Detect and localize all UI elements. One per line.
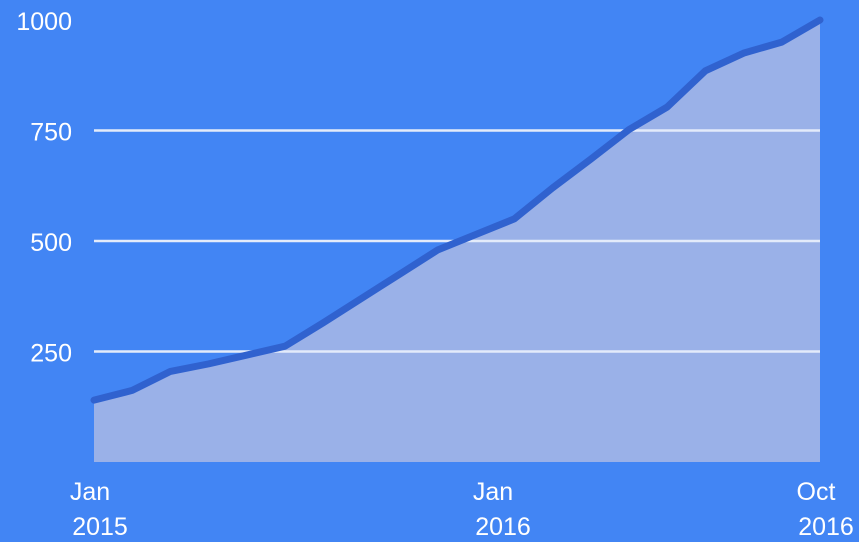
series-line <box>90 16 824 404</box>
x-tick-label-month-0: Jan <box>70 478 110 506</box>
line-layer <box>90 16 824 404</box>
x-tick-label-year-2: 2016 <box>798 513 854 541</box>
x-axis-ticks: Jan 2015 Jan 2016 Oct 2016 <box>70 478 854 541</box>
y-tick-label-250: 250 <box>30 340 72 368</box>
x-tick-label-month-2: Oct <box>797 478 836 506</box>
x-tick-label-year-1: 2016 <box>475 513 531 541</box>
x-tick-label-year-0: 2015 <box>72 513 128 541</box>
y-tick-label-1000: 1000 <box>16 8 72 36</box>
x-tick-label-month-1: Jan <box>473 478 513 506</box>
y-tick-label-750: 750 <box>30 119 72 147</box>
y-axis-ticks: 250 500 750 1000 <box>16 8 72 368</box>
y-tick-label-500: 500 <box>30 229 72 257</box>
